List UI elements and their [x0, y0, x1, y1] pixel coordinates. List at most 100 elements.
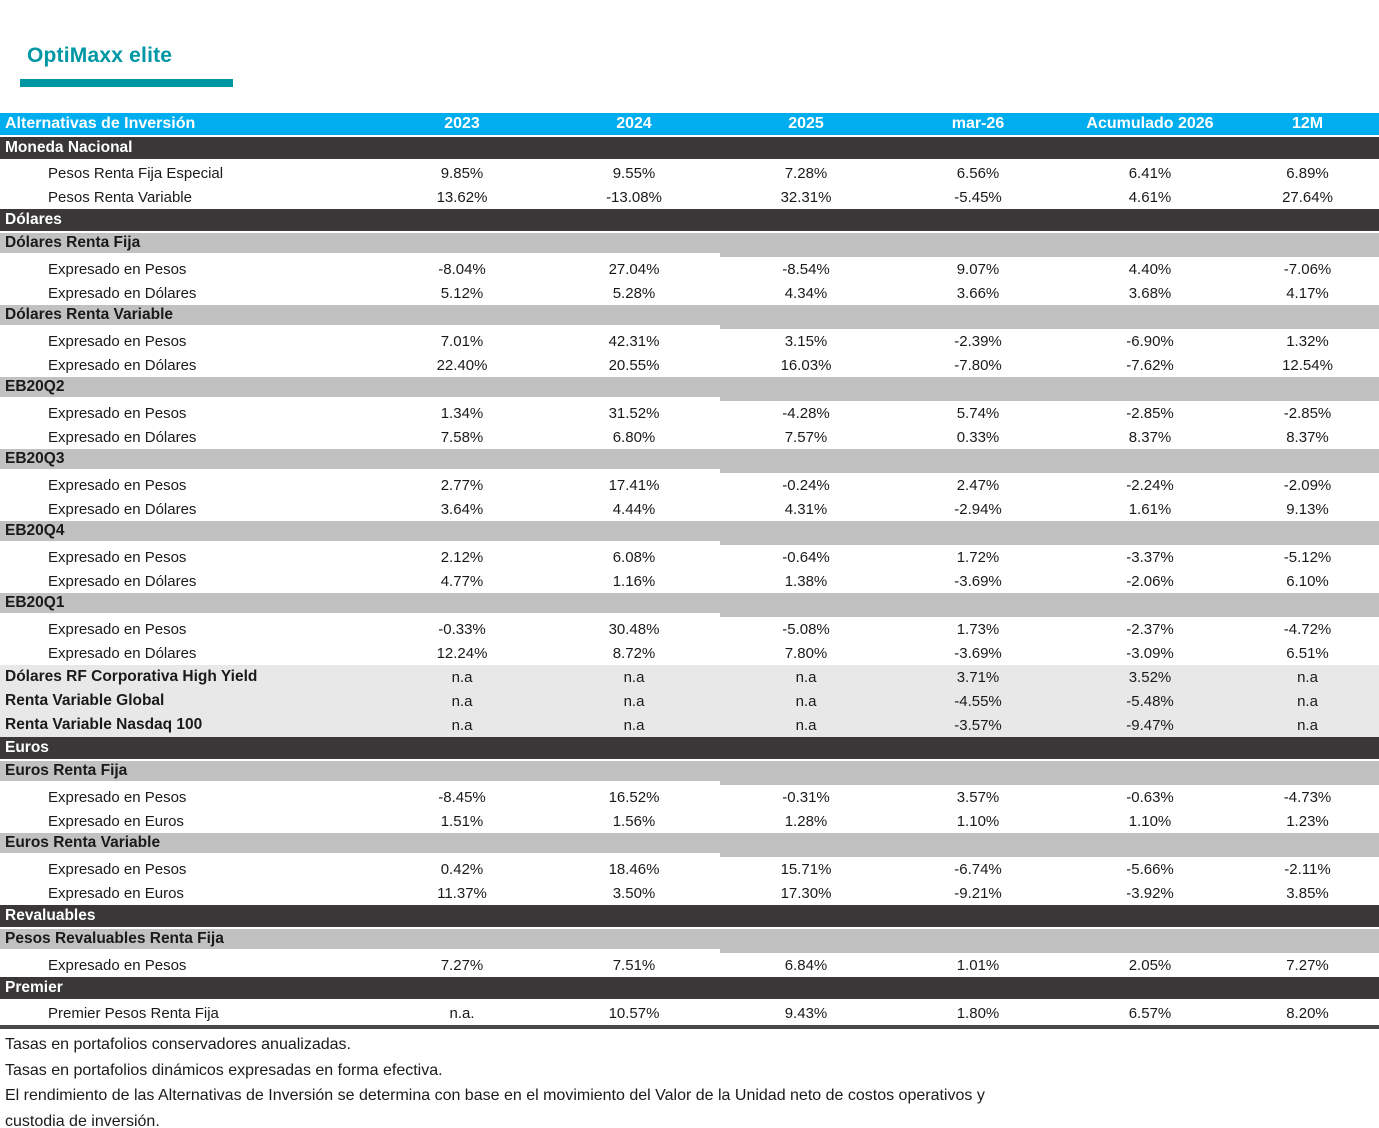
- cell-value: 3.71%: [956, 668, 1000, 686]
- cell-value: 9.07%: [956, 260, 1000, 278]
- section-row: Euros: [0, 737, 1379, 761]
- row-label: Expresado en Dólares: [48, 644, 197, 662]
- cell-value: n.a: [795, 692, 817, 710]
- cell-value: n.a: [623, 668, 645, 686]
- cell-value: 6.41%: [1128, 164, 1172, 182]
- data-row: Expresado en Pesos -8.04% 27.04% -8.54% 9.07…: [0, 257, 1379, 281]
- data-row: Expresado en Pesos 2.77% 17.41% -0.24% 2.47%…: [0, 473, 1379, 497]
- data-row: Premier Pesos Renta Fija n.a. 10.57% 9.43% 1…: [0, 1001, 1379, 1025]
- cell-value: 0.42%: [440, 860, 484, 878]
- cell-value: 3.85%: [1286, 884, 1329, 902]
- cell-value: 12.54%: [1282, 356, 1333, 374]
- page-title: OptiMaxx elite: [27, 44, 173, 67]
- brand-header: OptiMaxx elite: [27, 44, 172, 68]
- cell-value: 13.62%: [436, 188, 488, 206]
- cell-value: 5.12%: [440, 284, 484, 302]
- subsection-row: EB20Q3: [0, 449, 1379, 473]
- cell-value: -6.74%: [954, 860, 1002, 878]
- row-label: Renta Variable Global: [5, 692, 165, 709]
- row-label: Expresado en Pesos: [48, 620, 187, 638]
- cell-value: 5.28%: [612, 284, 656, 302]
- row-label: Expresado en Pesos: [48, 860, 187, 878]
- cell-value: 1.56%: [612, 812, 656, 830]
- data-row: Expresado en Dólares 4.77% 1.16% 1.38% -3.69…: [0, 569, 1379, 593]
- row-label: Renta Variable Nasdaq 100: [5, 716, 203, 733]
- cell-value: 9.43%: [784, 1004, 828, 1022]
- cell-value: 1.10%: [956, 812, 1000, 830]
- subsection-row: Euros Renta Variable: [0, 833, 1379, 857]
- row-label: Expresado en Pesos: [48, 956, 187, 974]
- cell-value: n.a.: [449, 1004, 475, 1022]
- cell-value: 7.27%: [440, 956, 484, 974]
- cell-value: 27.04%: [608, 260, 660, 278]
- section-row: Moneda Nacional: [0, 137, 1379, 161]
- cell-value: -5.12%: [1283, 548, 1332, 566]
- cell-value: -8.45%: [438, 788, 486, 806]
- cell-value: 10.57%: [608, 1004, 660, 1022]
- cell-value: 2.77%: [440, 476, 484, 494]
- cell-value: 6.84%: [784, 956, 828, 974]
- cell-value: 4.40%: [1128, 260, 1172, 278]
- cell-value: -4.73%: [1283, 788, 1332, 806]
- cell-value: 3.66%: [956, 284, 1000, 302]
- row-label: Euros Renta Fija: [5, 762, 128, 779]
- cell-value: 7.51%: [612, 956, 656, 974]
- cell-value: 7.58%: [440, 428, 484, 446]
- cell-value: -5.48%: [1126, 692, 1174, 710]
- cell-value: 22.40%: [436, 356, 488, 374]
- cell-value: -4.28%: [782, 404, 830, 422]
- row-label: Pesos Renta Variable: [48, 188, 192, 206]
- cell-value: -7.62%: [1126, 356, 1174, 374]
- cell-value: n.a: [795, 716, 817, 734]
- cell-value: -4.72%: [1283, 620, 1332, 638]
- cell-value: 2.12%: [440, 548, 484, 566]
- cell-value: -0.63%: [1126, 788, 1174, 806]
- cell-value: 7.57%: [784, 428, 828, 446]
- data-row: Expresado en Dólares 3.64% 4.44% 4.31% -2.94…: [0, 497, 1379, 521]
- row-label: EB20Q3: [5, 450, 65, 467]
- cell-value: 2.47%: [956, 476, 1000, 494]
- cell-value: 7.27%: [1286, 956, 1329, 974]
- column-header-12m: 12M: [1291, 115, 1324, 132]
- cell-value: n.a: [1297, 668, 1318, 686]
- cell-value: 31.52%: [608, 404, 660, 422]
- subsection-row: EB20Q1: [0, 593, 1379, 617]
- cell-value: 9.85%: [440, 164, 484, 182]
- cell-value: n.a: [795, 668, 817, 686]
- cell-value: -0.33%: [438, 620, 486, 638]
- cell-value: 1.38%: [784, 572, 828, 590]
- cell-value: 3.68%: [1128, 284, 1172, 302]
- cell-value: 7.28%: [784, 164, 828, 182]
- cell-value: n.a: [1297, 692, 1318, 710]
- cell-value: 1.01%: [956, 956, 1000, 974]
- cell-value: 3.50%: [612, 884, 656, 902]
- footnote-line: custodia de inversión.: [5, 1112, 160, 1128]
- cell-value: 1.51%: [440, 812, 484, 830]
- cell-value: -3.57%: [954, 716, 1002, 734]
- row-label: Expresado en Euros: [48, 812, 184, 830]
- flat-row: Renta Variable Global n.a n.a n.a -4.55% -5.4…: [0, 689, 1379, 713]
- cell-value: 42.31%: [608, 332, 660, 350]
- cell-value: n.a: [1297, 716, 1318, 734]
- cell-value: 3.57%: [956, 788, 1000, 806]
- cell-value: 7.01%: [440, 332, 484, 350]
- cell-value: 1.73%: [956, 620, 1000, 638]
- cell-value: -9.21%: [954, 884, 1002, 902]
- footnote-line: El rendimiento de las Alternativas de In…: [5, 1087, 985, 1104]
- row-label: Dólares RF Corporativa High Yield: [5, 668, 258, 685]
- data-row: Expresado en Pesos 1.34% 31.52% -4.28% 5.74%…: [0, 401, 1379, 425]
- data-row: Expresado en Euros 1.51% 1.56% 1.28% 1.10% 1.…: [0, 809, 1379, 833]
- row-label: Expresado en Dólares: [48, 428, 197, 446]
- row-label: Premier: [5, 979, 63, 996]
- data-row: Expresado en Pesos 2.12% 6.08% -0.64% 1.72% -…: [0, 545, 1379, 569]
- cell-value: -8.54%: [782, 260, 830, 278]
- cell-value: -5.66%: [1126, 860, 1174, 878]
- cell-value: -2.06%: [1126, 572, 1174, 590]
- cell-value: 7.80%: [784, 644, 828, 662]
- cell-value: -0.64%: [782, 548, 830, 566]
- flat-row: Dólares RF Corporativa High Yield n.a n.a n…: [0, 665, 1379, 689]
- cell-value: -0.24%: [782, 476, 830, 494]
- returns-table: Alternativas de Inversión 2023 2024 2025…: [0, 113, 1379, 1029]
- data-row: Expresado en Pesos -8.45% 16.52% -0.31% 3.57…: [0, 785, 1379, 809]
- cell-value: 18.46%: [608, 860, 660, 878]
